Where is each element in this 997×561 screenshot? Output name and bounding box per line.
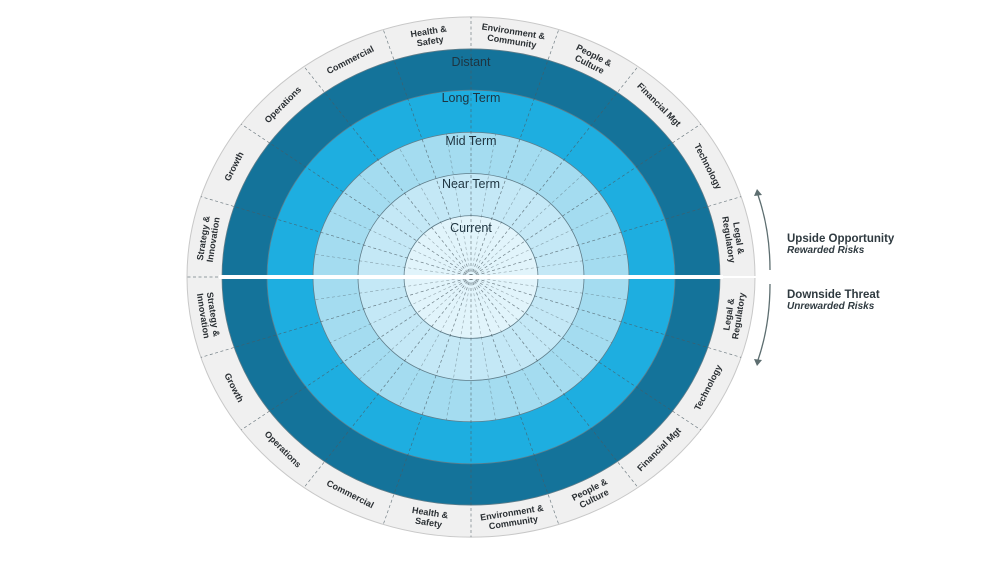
downside-arrow-icon [757,283,771,361]
category-label: Health &Safety [411,505,449,530]
downside-arrowhead-icon [754,359,762,366]
inner-divider [445,134,472,278]
category-label-line: Safety [414,516,442,530]
upside-legend: Upside Opportunity Rewarded Risks [787,233,894,256]
inner-divider [330,276,472,343]
inner-divider [314,254,472,278]
upside-arrow-icon [757,194,771,271]
ring-label: Current [450,221,492,235]
inner-divider [470,276,543,407]
segment-divider [241,276,472,431]
segment-divider [470,196,742,278]
category-label-line: Safety [416,34,444,48]
ring-label: Distant [452,55,491,69]
inner-divider [470,276,612,343]
inner-divider [399,276,472,407]
segment-divider [470,276,639,488]
ring-label: Mid Term [445,134,496,148]
inner-divider [445,276,472,420]
segment-divider [241,123,472,278]
upside-downside-divider-outer [720,276,756,278]
downside-legend: Downside Threat Unrewarded Risks [787,289,880,312]
inner-divider [314,276,472,300]
inner-divider [470,276,497,420]
ring-label: Near Term [442,177,500,191]
inner-divider [470,211,612,278]
upside-title: Upside Opportunity [787,233,895,245]
downside-subtitle: Unrewarded Risks [787,301,875,312]
segment-divider [303,66,472,278]
inner-divider [470,147,543,278]
upside-subtitle: Rewarded Risks [787,245,865,256]
upside-downside-divider [219,275,723,279]
upside-arrowhead-icon [754,189,762,196]
segment-divider [470,66,639,278]
downside-title: Downside Threat [787,289,880,301]
inner-divider [399,147,472,278]
segment-divider [470,276,701,431]
ring-label: Long Term [442,91,501,105]
segment-divider [470,276,742,358]
inner-divider [330,211,472,278]
segment-divider [303,276,472,488]
inner-divider [470,134,497,278]
inner-divider [470,276,628,300]
segment-divider [470,123,701,278]
inner-divider [470,254,628,278]
segment-divider [200,276,472,358]
category-label: Health &Safety [410,24,448,49]
segment-divider [200,196,472,278]
